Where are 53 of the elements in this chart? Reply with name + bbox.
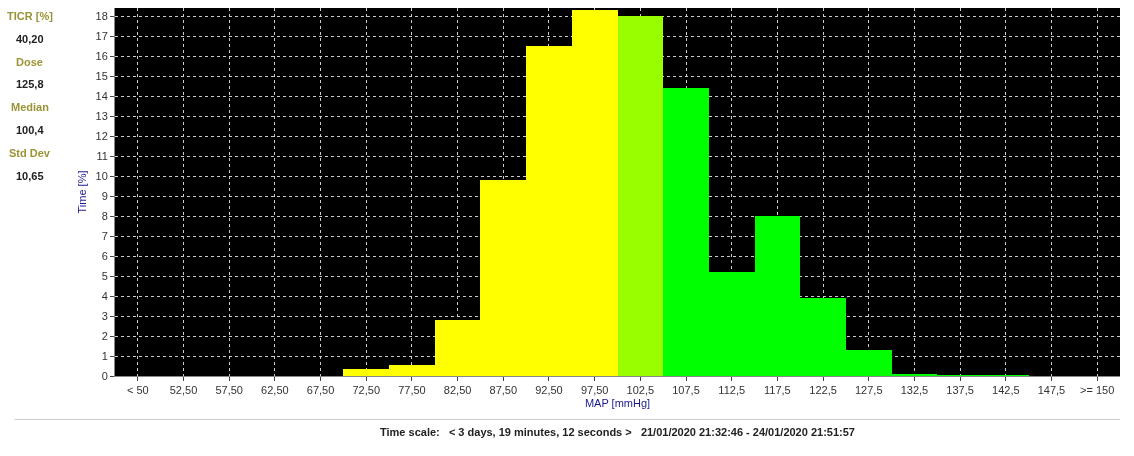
x-tick-label: < 50	[126, 384, 149, 397]
y-tick-label: 13	[95, 109, 108, 122]
y-tick-label: 10	[95, 169, 108, 182]
x-tick-label: 127,5	[854, 384, 883, 397]
text: 40,20	[16, 33, 44, 45]
x-tick-label: 67,50	[306, 384, 335, 397]
y-tick-label: 4	[101, 289, 108, 302]
x-tick-label: 122,5	[809, 384, 837, 397]
y-tick-label: 0	[101, 369, 108, 382]
y-tick-label: 9	[101, 189, 108, 202]
x-tick-label: 92,50	[535, 384, 563, 397]
y-tick-label: 18	[95, 9, 108, 22]
y-tick-label: 17	[95, 29, 108, 42]
x-tick-label: 137,5	[946, 384, 974, 397]
y-tick-label: 3	[101, 309, 108, 322]
text: 10,65	[16, 170, 44, 182]
y-tick-label: 2	[101, 329, 108, 342]
x-axis-title: MAP [mmHg]	[584, 397, 651, 410]
x-tick-label: 82,50	[443, 384, 472, 397]
x-tick-label: 87,50	[489, 384, 518, 397]
y-tick-label: 12	[95, 129, 108, 142]
x-tick-label: 57,50	[215, 384, 243, 397]
y-tick-label: 6	[101, 249, 108, 262]
y-tick-label: 14	[95, 89, 108, 102]
x-tick-label: 107,5	[672, 384, 700, 397]
x-tick-label: >= 150	[1080, 384, 1115, 397]
x-tick-label: 97,50	[580, 384, 609, 397]
text: Time scale: < 3 days, 19 minutes, 12 seconds > 21/01/2020 21:32:46 - 24/01/2020 21:51:57	[380, 426, 855, 438]
text: 125,8	[16, 78, 44, 90]
text: Std Dev	[9, 147, 51, 159]
x-tick-label: 102,5	[626, 384, 655, 397]
y-tick-label: 11	[96, 149, 108, 162]
x-tick-label: 132,5	[900, 384, 929, 397]
y-tick-label: 5	[101, 269, 108, 282]
x-tick-label: 117,5	[764, 384, 791, 397]
y-tick-label: 16	[95, 49, 108, 62]
x-tick-label: 147,5	[1037, 384, 1066, 397]
text: TICR [%]	[7, 10, 54, 22]
text: Dose	[16, 56, 43, 68]
x-tick-label: 62,50	[261, 384, 289, 397]
y-axis-title: Time [%]	[76, 170, 89, 214]
x-tick-label: 112,5	[718, 384, 746, 397]
bar	[618, 16, 663, 376]
x-tick-label: 52,50	[169, 384, 198, 397]
y-tick-label: 15	[95, 69, 108, 82]
x-tick-label: 72,50	[352, 384, 381, 397]
text: 100,4	[16, 124, 45, 136]
y-tick-label: 8	[101, 209, 108, 222]
x-tick-label: 77,50	[398, 384, 426, 397]
y-tick-label: 1	[101, 349, 108, 362]
text: Median	[11, 101, 50, 113]
y-tick-label: 7	[101, 229, 108, 242]
x-tick-label: 142,5	[992, 384, 1020, 397]
